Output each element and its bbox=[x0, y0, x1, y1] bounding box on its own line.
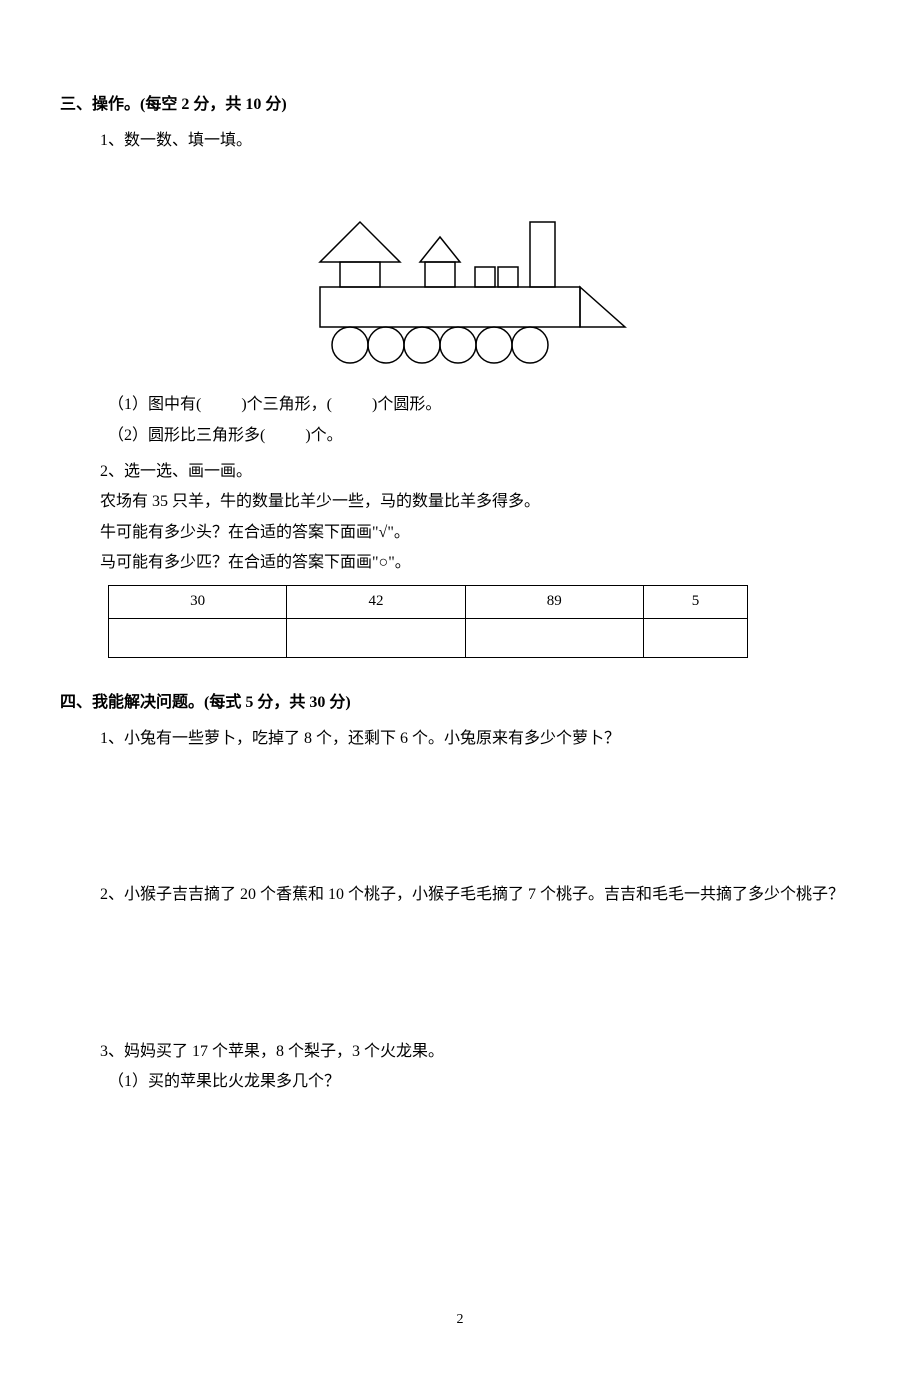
blank[interactable] bbox=[205, 396, 237, 413]
text: )个。 bbox=[305, 427, 342, 444]
text: )个圆形。 bbox=[372, 396, 441, 413]
answer-cell[interactable] bbox=[109, 618, 287, 657]
q3-2-stem: 2、选一选、画一画。 bbox=[60, 457, 860, 487]
section-4-title: 四、我能解决问题。(每式 5 分，共 30 分) bbox=[60, 688, 860, 718]
triangle-shape bbox=[420, 237, 460, 262]
table-cell: 42 bbox=[287, 585, 465, 618]
blank[interactable] bbox=[336, 396, 368, 413]
section-3-title: 三、操作。(每空 2 分，共 10 分) bbox=[60, 90, 860, 120]
table-row bbox=[109, 618, 748, 657]
answer-cell[interactable] bbox=[465, 618, 643, 657]
circle-shape bbox=[512, 327, 548, 363]
rect-shape bbox=[498, 267, 518, 287]
circle-shape bbox=[476, 327, 512, 363]
table-cell: 30 bbox=[109, 585, 287, 618]
q3-1-stem: 1、数一数、填一填。 bbox=[60, 126, 860, 156]
answer-space[interactable] bbox=[60, 754, 860, 874]
rect-shape bbox=[340, 262, 380, 287]
train-figure bbox=[60, 167, 860, 378]
choice-table: 30 42 89 5 bbox=[108, 585, 748, 658]
circle-shape bbox=[368, 327, 404, 363]
table-cell: 5 bbox=[643, 585, 747, 618]
blank[interactable] bbox=[269, 427, 301, 444]
q3-2-line3: 马可能有多少匹？在合适的答案下面画"○"。 bbox=[60, 548, 860, 578]
answer-space[interactable] bbox=[60, 911, 860, 1031]
circle-shape bbox=[332, 327, 368, 363]
answer-cell[interactable] bbox=[287, 618, 465, 657]
text: （2）圆形比三角形多( bbox=[108, 427, 265, 444]
rect-shape bbox=[475, 267, 495, 287]
rect-shape bbox=[530, 222, 555, 287]
q3-1-sub2: （2）圆形比三角形多( )个。 bbox=[60, 421, 860, 451]
page-number: 2 bbox=[60, 1307, 860, 1334]
q3-2-line1: 农场有 35 只羊，牛的数量比羊少一些，马的数量比羊多得多。 bbox=[60, 487, 860, 517]
rect-shape bbox=[320, 287, 580, 327]
triangle-shape bbox=[580, 287, 625, 327]
q4-3-sub1: （1）买的苹果比火龙果多几个？ bbox=[60, 1067, 860, 1097]
text: （1）图中有( bbox=[108, 396, 201, 413]
q4-1: 1、小兔有一些萝卜，吃掉了 8 个，还剩下 6 个。小兔原来有多少个萝卜？ bbox=[60, 724, 860, 754]
q3-1-sub1: （1）图中有( )个三角形，( )个圆形。 bbox=[60, 390, 860, 420]
text: )个三角形，( bbox=[241, 396, 332, 413]
q3-2-line2: 牛可能有多少头？在合适的答案下面画"√"。 bbox=[60, 518, 860, 548]
table-cell: 89 bbox=[465, 585, 643, 618]
rect-shape bbox=[425, 262, 455, 287]
circle-shape bbox=[404, 327, 440, 363]
q4-2: 2、小猴子吉吉摘了 20 个香蕉和 10 个桃子，小猴子毛毛摘了 7 个桃子。吉… bbox=[100, 886, 844, 903]
answer-cell[interactable] bbox=[643, 618, 747, 657]
triangle-shape bbox=[320, 222, 400, 262]
table-row: 30 42 89 5 bbox=[109, 585, 748, 618]
circle-shape bbox=[440, 327, 476, 363]
q4-3-stem: 3、妈妈买了 17 个苹果，8 个梨子，3 个火龙果。 bbox=[60, 1037, 860, 1067]
